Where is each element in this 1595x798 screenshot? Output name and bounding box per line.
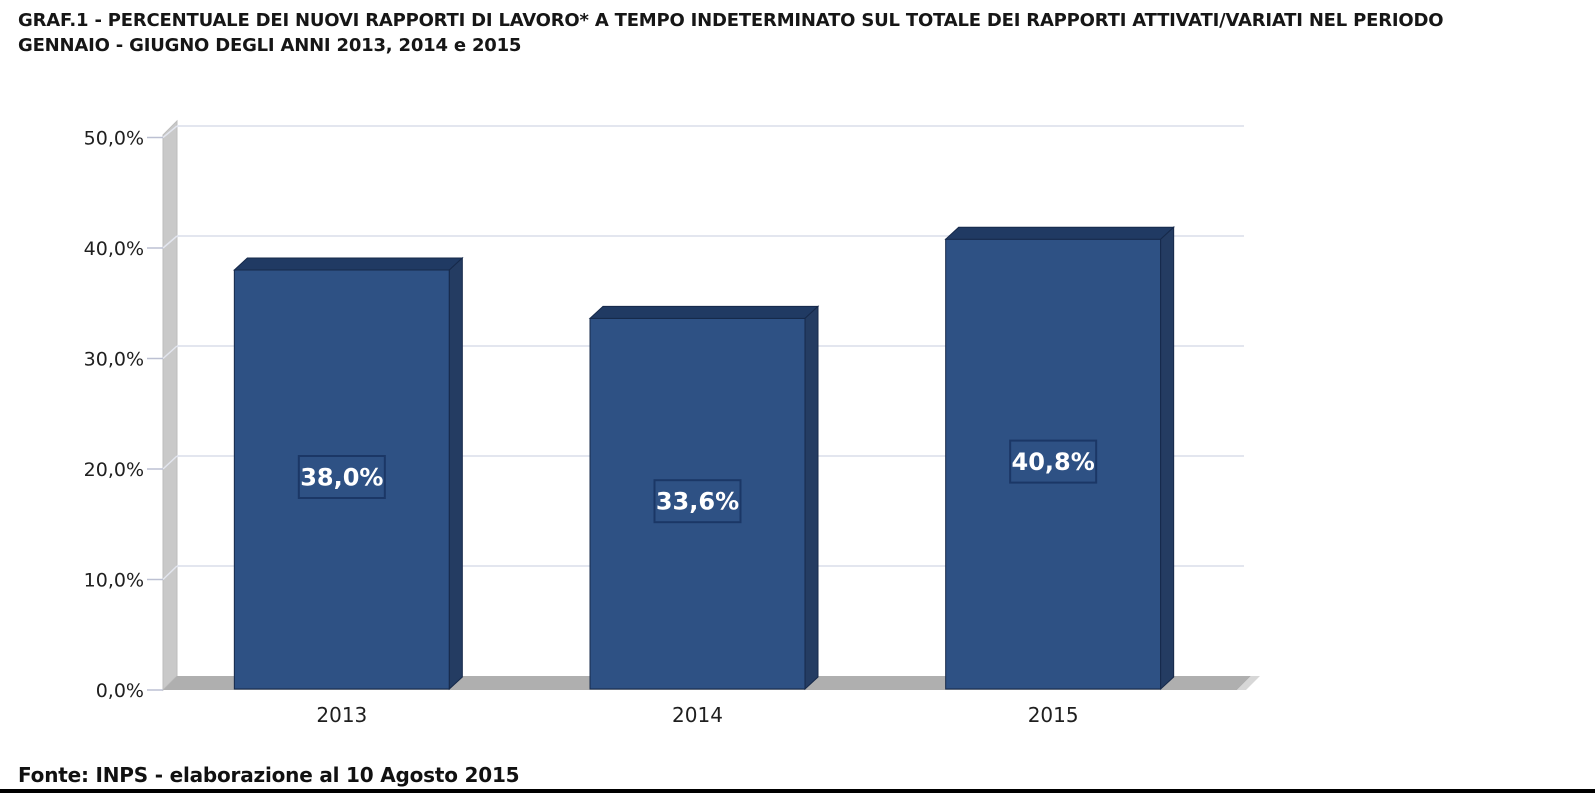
- y-tick-label-10: 10,0%: [84, 570, 144, 592]
- bars-layer: 38,0% 33,6% 40,8%: [233, 226, 1175, 691]
- value-label: 40,8%: [1012, 448, 1095, 476]
- x-label-2013: 2013: [316, 703, 367, 727]
- y-tick-label-30: 30,0%: [84, 349, 144, 371]
- y-axis: 0,0% 10,0% 20,0% 30,0% 40,0% 50,0%: [84, 128, 163, 702]
- gridline-wall-10: [162, 565, 178, 581]
- source-note: Fonte: INPS - elaborazione al 10 Agosto …: [18, 763, 520, 787]
- gridline-wall-20: [162, 455, 178, 470]
- x-label-2015: 2015: [1028, 703, 1079, 727]
- x-label-2014: 2014: [672, 703, 723, 727]
- y-tick-label-40: 40,0%: [84, 238, 144, 260]
- bar-top-face: [233, 257, 464, 271]
- bar-top-face: [588, 305, 820, 319]
- gridline-wall-30: [162, 345, 178, 360]
- value-label-box: [653, 479, 742, 524]
- bar-side-face: [1160, 226, 1175, 691]
- gridline-wall-50: [162, 125, 178, 139]
- value-label: 33,6%: [656, 488, 739, 516]
- side-wall: [162, 119, 178, 692]
- chart-title-line2: GENNAIO - GIUGNO DEGLI ANNI 2013, 2014 e…: [18, 35, 522, 56]
- gridline-wall-40: [162, 235, 178, 249]
- bottom-divider: [0, 789, 1595, 793]
- chart-title: GRAF.1 - PERCENTUALE DEI NUOVI RAPPORTI …: [18, 8, 1593, 58]
- bar-side-face: [804, 305, 819, 691]
- bar-side-face: [448, 256, 463, 691]
- value-label: 38,0%: [300, 464, 383, 492]
- bar-2013: 38,0%: [233, 256, 464, 691]
- chart-title-line1: GRAF.1 - PERCENTUALE DEI NUOVI RAPPORTI …: [18, 10, 1444, 31]
- bar-2015: 40,8%: [944, 226, 1175, 691]
- y-tick-label-20: 20,0%: [84, 459, 144, 481]
- y-tick-label-0: 0,0%: [96, 680, 144, 702]
- floor-edge-highlight: [1237, 676, 1260, 690]
- bar-top-face: [944, 226, 1175, 240]
- value-label-box: [297, 455, 386, 499]
- bar-2014: 33,6%: [588, 305, 820, 691]
- x-axis: 2013 2014 2015: [316, 703, 1078, 727]
- y-tick-label-50: 50,0%: [84, 128, 144, 150]
- value-label-box: [1009, 439, 1098, 484]
